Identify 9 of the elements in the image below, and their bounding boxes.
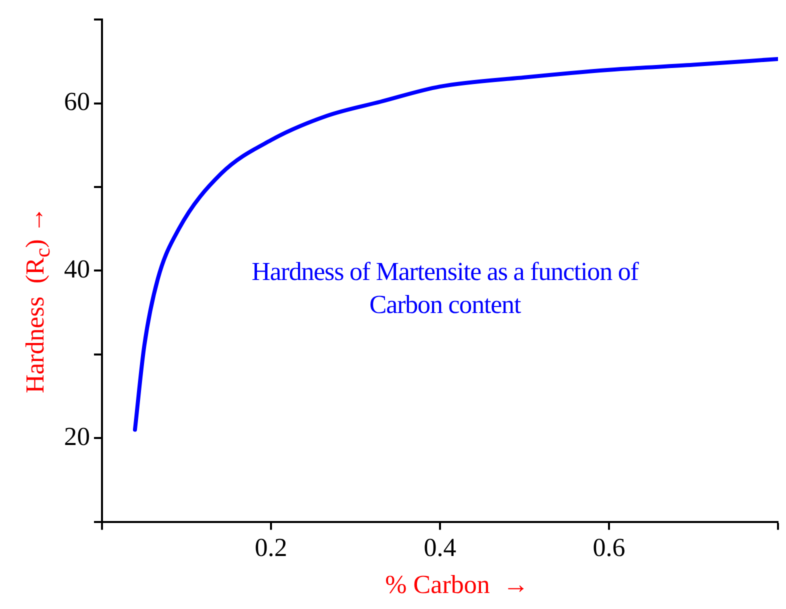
line-series: [132, 56, 778, 432]
x-tick-label: 0.4: [424, 533, 456, 562]
y-tick-label: 40: [64, 254, 90, 284]
x-axis-title: % Carbon →: [385, 570, 529, 600]
y-tick-label: 60: [64, 87, 90, 116]
x-tick-label: 0.6: [592, 533, 626, 562]
y-tick-label: 20: [64, 422, 90, 451]
x-tick-label: 0.2: [254, 533, 288, 562]
annotation: Hardness of Martensite as a function of Carbon content: [250, 256, 640, 321]
